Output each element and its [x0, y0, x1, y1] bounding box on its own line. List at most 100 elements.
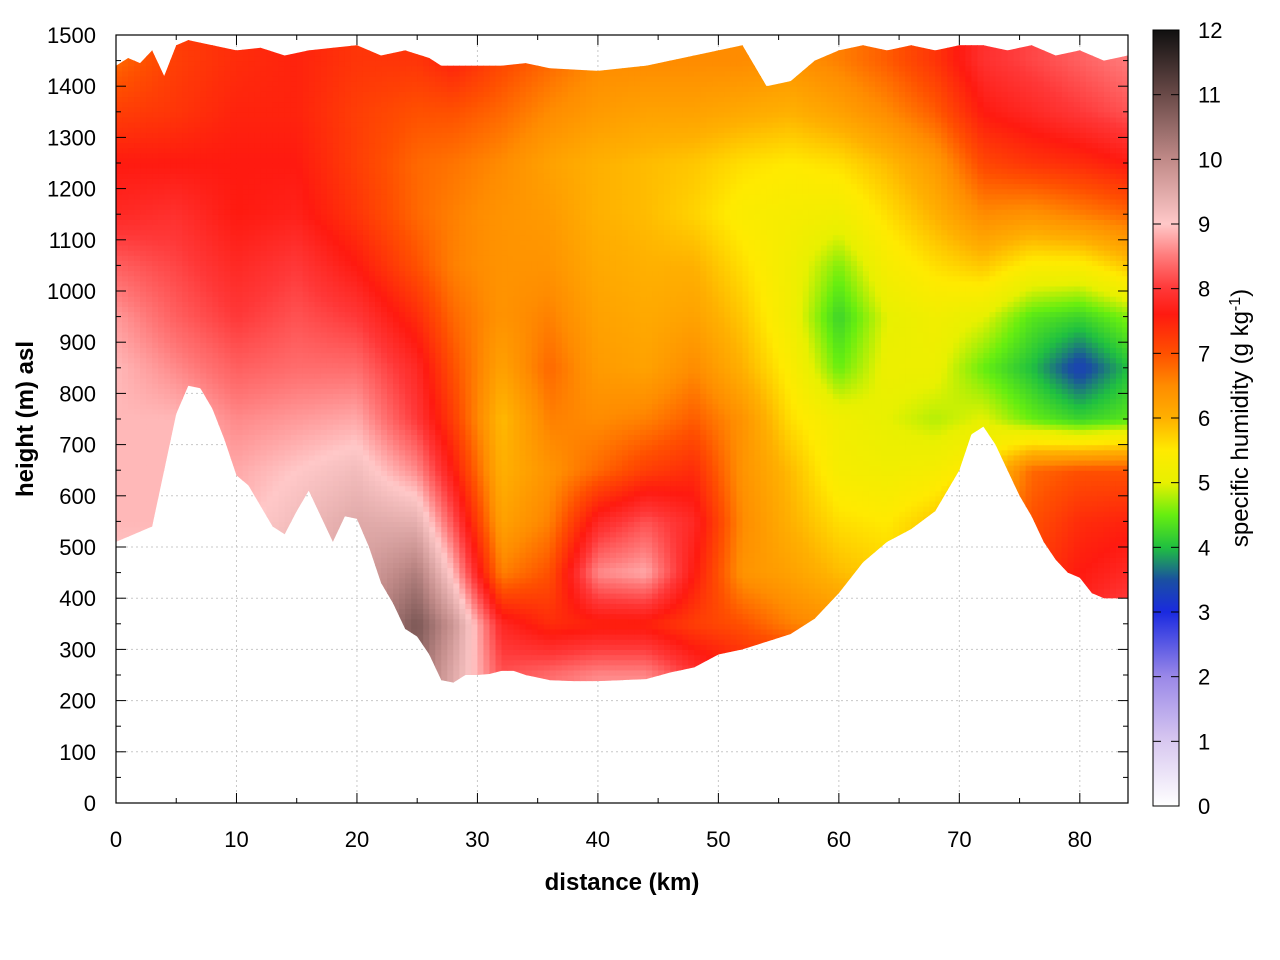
- humidity-cell: [224, 393, 231, 399]
- humidity-cell: [188, 76, 195, 82]
- humidity-cell: [188, 86, 195, 92]
- humidity-cell: [236, 434, 243, 440]
- humidity-cell: [303, 286, 310, 292]
- humidity-cell: [212, 337, 219, 343]
- humidity-cell: [291, 183, 298, 189]
- humidity-cell: [333, 50, 340, 56]
- humidity-cell: [164, 178, 171, 184]
- humidity-cell: [267, 358, 274, 364]
- humidity-cell: [122, 250, 129, 256]
- humidity-cell: [236, 317, 243, 323]
- humidity-cell: [230, 363, 237, 369]
- humidity-cell: [236, 429, 243, 435]
- humidity-cell: [164, 301, 171, 307]
- humidity-cell: [315, 322, 322, 328]
- humidity-cell: [230, 122, 237, 128]
- humidity-cell: [321, 388, 328, 394]
- humidity-cell: [158, 393, 165, 399]
- humidity-cell: [218, 337, 225, 343]
- humidity-cell: [285, 434, 292, 440]
- humidity-cell: [146, 419, 153, 425]
- humidity-cell: [321, 352, 328, 358]
- humidity-cell: [291, 117, 298, 123]
- humidity-cell: [170, 347, 177, 353]
- humidity-cell: [146, 158, 153, 164]
- humidity-cell: [176, 358, 183, 364]
- humidity-cell: [249, 255, 256, 261]
- humidity-cell: [230, 260, 237, 266]
- humidity-cell: [200, 137, 207, 143]
- humidity-cell: [339, 511, 346, 517]
- humidity-cell: [333, 373, 340, 379]
- humidity-cell: [333, 235, 340, 241]
- humidity-cell: [309, 383, 316, 389]
- humidity-cell: [339, 148, 346, 154]
- humidity-cell: [333, 137, 340, 143]
- humidity-cell: [236, 102, 243, 108]
- humidity-cell: [309, 112, 316, 118]
- humidity-cell: [182, 61, 189, 67]
- humidity-cell: [261, 66, 268, 72]
- humidity-cell: [243, 414, 250, 420]
- humidity-cell: [243, 271, 250, 277]
- humidity-cell: [339, 230, 346, 236]
- humidity-cell: [261, 327, 268, 333]
- humidity-cell: [134, 465, 141, 471]
- humidity-cell: [116, 460, 123, 466]
- humidity-cell: [212, 204, 219, 210]
- humidity-cell: [200, 168, 207, 174]
- humidity-cell: [206, 363, 213, 369]
- humidity-cell: [200, 148, 207, 154]
- humidity-cell: [176, 352, 183, 358]
- humidity-cell: [339, 245, 346, 251]
- humidity-cell: [236, 424, 243, 430]
- humidity-cell: [267, 173, 274, 179]
- humidity-cell: [297, 399, 304, 405]
- humidity-cell: [267, 143, 274, 149]
- humidity-cell: [176, 81, 183, 87]
- humidity-cell: [212, 276, 219, 282]
- humidity-cell: [188, 281, 195, 287]
- humidity-cell: [230, 255, 237, 261]
- humidity-cell: [128, 501, 135, 507]
- humidity-cell: [134, 322, 141, 328]
- humidity-cell: [212, 271, 219, 277]
- humidity-cell: [315, 434, 322, 440]
- humidity-cell: [249, 414, 256, 420]
- humidity-cell: [134, 137, 141, 143]
- humidity-cell: [218, 230, 225, 236]
- humidity-cell: [333, 102, 340, 108]
- humidity-cell: [182, 327, 189, 333]
- humidity-cell: [273, 439, 280, 445]
- humidity-cell: [122, 393, 129, 399]
- humidity-cell: [291, 496, 298, 502]
- humidity-cell: [176, 55, 183, 61]
- humidity-cell: [273, 480, 280, 486]
- humidity-cell: [321, 260, 328, 266]
- humidity-cell: [285, 102, 292, 108]
- humidity-cell: [309, 373, 316, 379]
- humidity-cell: [309, 286, 316, 292]
- humidity-cell: [152, 445, 159, 451]
- humidity-cell: [134, 168, 141, 174]
- humidity-cell: [236, 81, 243, 87]
- humidity-cell: [279, 81, 286, 87]
- humidity-cell: [303, 66, 310, 72]
- humidity-cell: [230, 439, 237, 445]
- humidity-cell: [285, 230, 292, 236]
- humidity-cell: [279, 204, 286, 210]
- humidity-cell: [291, 276, 298, 282]
- humidity-cell: [152, 281, 159, 287]
- humidity-cell: [249, 291, 256, 297]
- humidity-cell: [249, 173, 256, 179]
- humidity-cell: [339, 255, 346, 261]
- humidity-cell: [182, 86, 189, 92]
- humidity-cell: [224, 81, 231, 87]
- humidity-cell: [218, 168, 225, 174]
- humidity-cell: [206, 352, 213, 358]
- humidity-cell: [261, 271, 268, 277]
- humidity-cell: [194, 199, 201, 205]
- humidity-cell: [158, 183, 165, 189]
- humidity-cell: [297, 235, 304, 241]
- humidity-cell: [194, 358, 201, 364]
